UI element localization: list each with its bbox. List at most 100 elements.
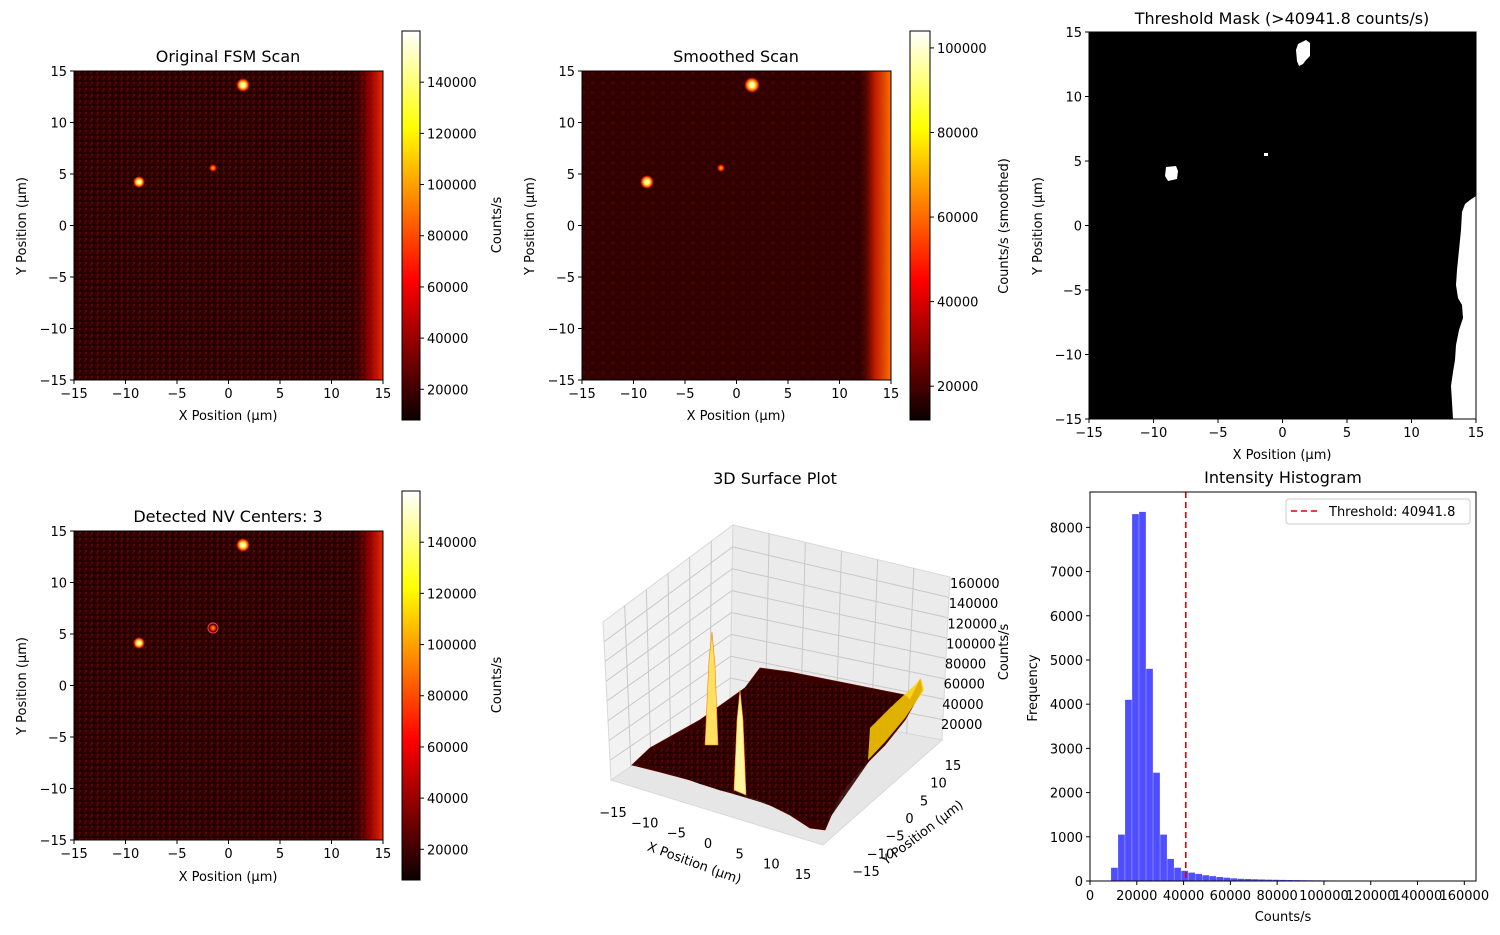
surface-y-tick-label: −10 (867, 847, 894, 862)
y-tick-label: −15 (40, 374, 67, 389)
x-tick-label: 15 (883, 387, 900, 402)
histogram-bar (1132, 514, 1139, 881)
bright-spot (133, 176, 145, 188)
y-tick-label: 15 (1065, 26, 1082, 41)
histogram-bar (1139, 511, 1146, 881)
histogram-bar (1202, 875, 1210, 881)
x-tick-label: 15 (1468, 426, 1485, 441)
y-tick-label: 6000 (1050, 610, 1083, 625)
histogram-bar (1209, 876, 1217, 881)
panel-title: Original FSM Scan (156, 47, 301, 66)
y-tick-label: 10 (1065, 91, 1082, 106)
histogram-bar (1125, 699, 1132, 881)
surface-x-tick-label: −5 (667, 827, 686, 842)
y-tick-label: −5 (48, 271, 67, 286)
y-axis-label: Y Position (μm) (523, 177, 538, 276)
y-tick-label: 3000 (1050, 742, 1083, 757)
x-tick-label: 5 (1343, 426, 1351, 441)
panel-title: 3D Surface Plot (713, 469, 837, 488)
colorbar-tick-label: 100000 (427, 179, 477, 194)
surface-z-tick-label: 80000 (945, 658, 986, 673)
plot-frame (1089, 491, 1477, 882)
histogram-bar (1265, 879, 1273, 881)
surface-x-tick-label: 0 (704, 837, 712, 852)
x-tick-label: 60000 (1210, 889, 1251, 904)
legend-box (1285, 498, 1471, 525)
x-tick-label: 0 (224, 387, 232, 402)
y-tick-label: −5 (556, 271, 575, 286)
x-axis-label: X Position (μm) (179, 870, 278, 885)
x-tick-label: 10 (831, 387, 848, 402)
x-tick-label: 15 (375, 387, 392, 402)
colorbar-tick-label: 60000 (937, 211, 978, 226)
y-tick-label: 5 (1074, 155, 1082, 170)
x-tick-label: 20000 (1116, 889, 1157, 904)
y-tick-label: 4000 (1050, 698, 1083, 713)
y-axis: −15 −10 −5 0 5 10 15 (40, 525, 74, 849)
histogram-bar (1272, 879, 1280, 881)
x-tick-label: 5 (784, 387, 792, 402)
panel-histogram: 0 20000 40000 60000 80000 1000001200001400001… (1026, 468, 1489, 925)
y-tick-label: −15 (40, 834, 67, 849)
surface-texture (640, 675, 905, 825)
y-axis-label: Y Position (μm) (15, 637, 30, 736)
bright-spot (133, 637, 145, 649)
x-tick-label: −10 (620, 387, 647, 402)
x-tick-label: −10 (112, 387, 139, 402)
y-axis: −15 −10 −5 0 5 10 15 (1055, 26, 1089, 428)
x-tick-label: 40000 (1163, 889, 1204, 904)
y-tick-label: −5 (1063, 284, 1082, 299)
x-tick-label: −5 (675, 387, 694, 402)
surface-x-tick-label: −15 (599, 806, 626, 821)
bright-spot (640, 175, 654, 189)
x-tick-label: 140000 (1393, 889, 1443, 904)
grid-line (603, 546, 733, 643)
detection-marker (207, 622, 219, 634)
mask-blob (1264, 153, 1268, 156)
histogram-bar (1237, 878, 1245, 881)
y-tick-label: 5 (567, 168, 575, 183)
x-tick-label: 10 (1403, 426, 1420, 441)
surface-y-tick-label: 15 (945, 759, 962, 774)
surface-y-tick-label: 0 (905, 812, 913, 827)
y-tick-label: 2000 (1050, 787, 1083, 802)
y-tick-label: 15 (50, 65, 67, 80)
colorbar-tick-label: 20000 (937, 380, 978, 395)
y-tick-label: 5 (59, 168, 67, 183)
x-tick-label: 5 (276, 387, 284, 402)
histogram-bar (1167, 858, 1174, 881)
histogram-bar (1188, 872, 1195, 881)
colorbar-tick-label: 120000 (427, 587, 477, 602)
heatmap-image (74, 71, 383, 380)
x-axis: −15 −10 −5 0 5 10 15 (1075, 419, 1484, 441)
histogram-bar (1230, 878, 1238, 881)
x-axis: −15 −10 −5 0 5 10 15 (60, 380, 391, 402)
surface-y-tick-label: 5 (920, 794, 928, 809)
panel-smoothed-scan: Smoothed Scan −15 −10 −5 0 5 10 15 −15 −10 −5 0 5 1… (523, 30, 1012, 424)
grid-line (731, 590, 948, 639)
heatmap-edge-glow (350, 71, 383, 380)
colorbar-tick-label: 140000 (427, 536, 477, 551)
colorbar-tick-label: 80000 (427, 690, 468, 705)
x-tick-label: 0 (1086, 889, 1094, 904)
heatmap-edge-glow (350, 531, 383, 840)
colorbar-ticks: 20000 40000 60000 80000 100000 120000 140000 (420, 536, 477, 858)
x-tick-label: −10 (1140, 426, 1167, 441)
grid-line (731, 633, 946, 680)
mask-edge-region (1451, 196, 1476, 419)
colorbar-tick-label: 60000 (427, 281, 468, 296)
panel-title: Threshold Mask (>40941.8 counts/s) (1134, 9, 1430, 28)
histogram-bar (1174, 867, 1181, 881)
y-tick-label: 15 (558, 65, 575, 80)
x-tick-label: −15 (60, 387, 87, 402)
surface-peak (733, 689, 747, 796)
surface-z-tick-label: 160000 (950, 577, 1000, 592)
y-tick-label: −15 (1055, 413, 1082, 428)
x-tick-label: 0 (224, 847, 232, 862)
x-axis-label: Counts/s (1255, 910, 1312, 925)
surface-edge-ridge (868, 678, 924, 760)
surface-x-tick-label: 15 (795, 868, 812, 883)
y-axis: −15 −10 −5 0 5 10 15 (548, 65, 582, 389)
